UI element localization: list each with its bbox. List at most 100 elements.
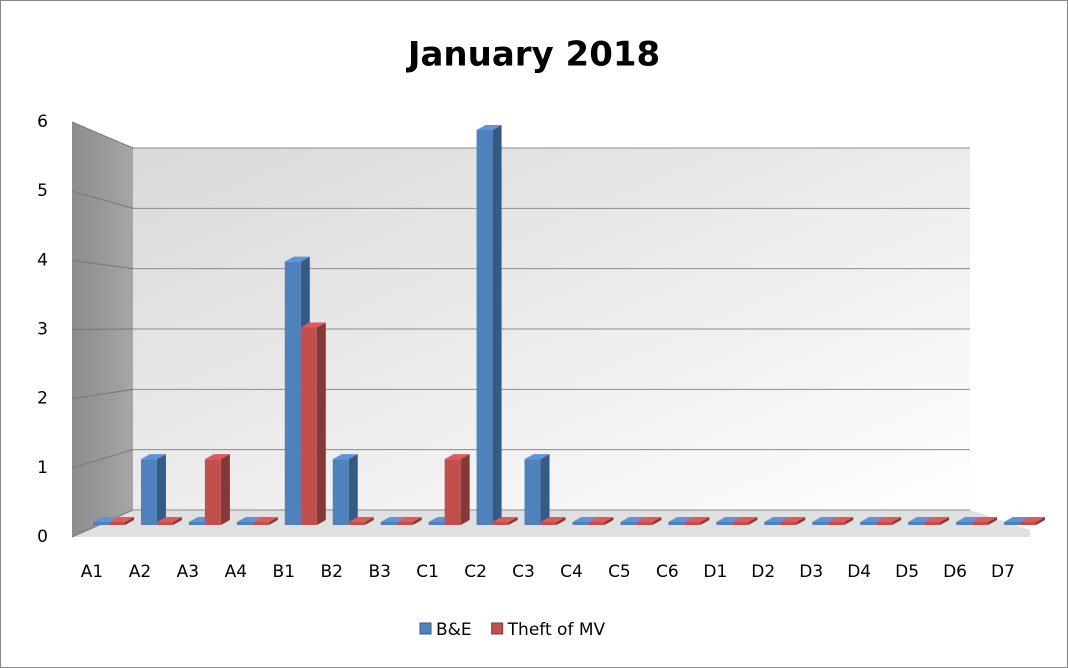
bar-top	[924, 517, 950, 522]
bar-top	[140, 454, 166, 460]
side-grid-line	[71, 449, 134, 469]
bar	[300, 322, 326, 525]
x-tick-label: D4	[847, 562, 871, 582]
bar-side	[988, 517, 998, 525]
bar-top	[956, 517, 982, 522]
x-tick-label: A4	[225, 562, 247, 582]
bar	[348, 517, 374, 525]
bar	[828, 517, 854, 525]
bar-top	[780, 517, 806, 522]
bar-top	[300, 322, 326, 328]
bar-top	[156, 517, 182, 522]
bar-front	[588, 522, 605, 525]
bar-front	[444, 459, 461, 525]
bar-front	[956, 522, 973, 525]
bar-top	[668, 517, 694, 522]
bar-side	[316, 322, 326, 525]
bar	[109, 517, 134, 525]
bar	[476, 125, 502, 525]
bar-side	[460, 454, 470, 525]
bar-top	[588, 517, 614, 522]
legend-label: Theft of MV	[507, 620, 606, 640]
legend-swatch	[419, 622, 432, 635]
bar-front	[908, 522, 925, 525]
bar	[140, 454, 166, 525]
bar	[204, 454, 230, 525]
bar-side	[652, 517, 662, 525]
bar-top	[812, 517, 838, 522]
bar-top	[1004, 517, 1029, 522]
bar-front	[380, 522, 397, 525]
bar	[156, 517, 182, 525]
x-tick-label: B3	[368, 562, 390, 582]
side-grid-line	[71, 259, 134, 270]
side-grid-line	[71, 190, 134, 209]
bar-front	[636, 522, 653, 525]
bar-front	[284, 261, 301, 525]
bar-top	[204, 454, 230, 460]
side-grid-line	[71, 328, 134, 330]
bar-top	[348, 517, 374, 522]
legend-swatch	[491, 622, 504, 635]
bar-side	[125, 517, 134, 525]
bar-side	[508, 517, 518, 525]
bar-front	[780, 522, 797, 525]
bar	[444, 454, 470, 525]
bar-top	[732, 517, 758, 522]
bar-top	[684, 517, 710, 522]
bar-side	[268, 517, 278, 525]
x-tick-label: A1	[81, 562, 103, 582]
bar-front	[860, 522, 877, 525]
bar-front	[1020, 522, 1036, 525]
x-tick-label: D1	[703, 562, 727, 582]
bar	[636, 517, 662, 525]
bar-front	[332, 459, 349, 525]
x-tick-label: A3	[177, 562, 199, 582]
legend-label: B&E	[436, 620, 472, 640]
bar	[492, 517, 518, 525]
bar-side	[940, 517, 950, 525]
bar-front	[540, 522, 557, 525]
bar-side	[892, 517, 902, 525]
bar-front	[812, 522, 829, 525]
bar-front	[684, 522, 701, 525]
bar-top	[476, 125, 502, 130]
bar-top	[109, 517, 134, 522]
bar-side	[540, 454, 550, 525]
bar-front	[732, 522, 749, 525]
bar-front	[396, 522, 413, 525]
bar-front	[140, 459, 157, 525]
bar	[1020, 517, 1045, 525]
bar-front	[348, 522, 365, 525]
bar-side	[604, 517, 614, 525]
bar-side	[156, 454, 166, 525]
x-tick-label: D5	[895, 562, 919, 582]
bar	[876, 517, 902, 525]
x-tick-label: D2	[751, 562, 775, 582]
y-tick-label: 6	[37, 112, 48, 132]
bar-top	[396, 517, 422, 522]
bar-side	[348, 454, 358, 525]
bar-front	[188, 522, 205, 525]
x-tick-label: C3	[512, 562, 535, 582]
bar-front	[668, 522, 685, 525]
bar-top	[236, 517, 262, 522]
x-tick-label: D7	[991, 562, 1015, 582]
bar-front	[972, 522, 989, 525]
bar-front	[236, 522, 253, 525]
x-tick-label: A2	[129, 562, 151, 582]
bar-front	[1004, 522, 1020, 525]
bar	[396, 517, 422, 525]
bar-top	[1020, 517, 1045, 522]
y-tick-label: 3	[37, 320, 48, 340]
bar-top	[876, 517, 902, 522]
bar-side	[796, 517, 806, 525]
bar-top	[252, 517, 278, 522]
bar-front	[876, 522, 893, 525]
bar-top	[636, 517, 662, 522]
bar-side	[492, 125, 502, 525]
bar-front	[93, 522, 109, 525]
bar	[780, 517, 806, 525]
